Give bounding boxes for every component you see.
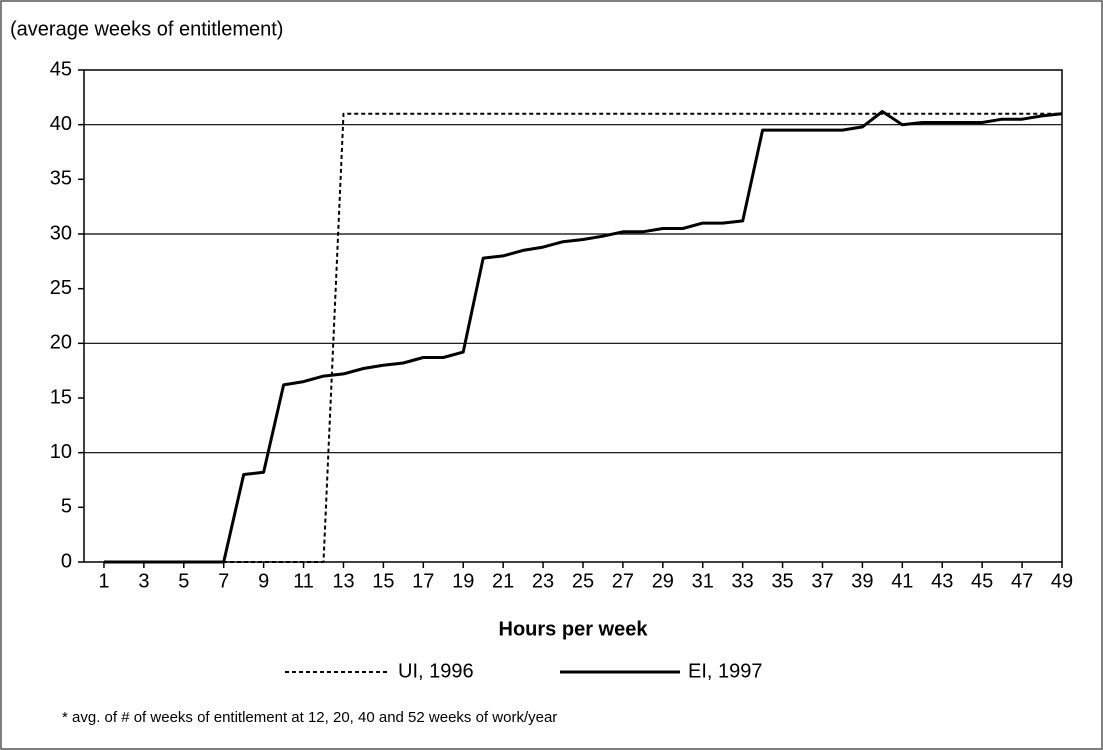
y-tick-label: 15	[50, 386, 72, 408]
footnote: * avg. of # of weeks of entitlement at 1…	[62, 709, 557, 726]
y-tick-label: 20	[50, 332, 72, 354]
x-tick-label: 33	[732, 570, 754, 592]
legend-label: EI, 1997	[688, 660, 763, 682]
x-tick-label: 47	[1011, 570, 1033, 592]
y-tick-label: 25	[50, 277, 72, 299]
y-tick-label: 10	[50, 441, 72, 463]
x-tick-label: 21	[492, 570, 514, 592]
x-tick-label: 17	[412, 570, 434, 592]
y-tick-label: 35	[50, 168, 72, 190]
x-tick-label: 1	[98, 570, 109, 592]
x-tick-label: 11	[293, 570, 314, 592]
y-tick-label: 45	[50, 58, 72, 80]
x-tick-label: 35	[771, 570, 793, 592]
legend-label: UI, 1996	[398, 660, 474, 682]
plot-area	[83, 69, 1063, 563]
x-tick-label: 7	[218, 570, 229, 592]
y-tick-label: 0	[61, 550, 72, 572]
y-tick-label: 40	[50, 113, 72, 135]
x-tick-label: 13	[332, 570, 354, 592]
x-tick-label: 15	[372, 570, 394, 592]
y-tick-label: 5	[61, 496, 72, 518]
series-line	[104, 112, 1062, 563]
x-tick-label: 49	[1051, 570, 1073, 592]
x-tick-label: 5	[178, 570, 189, 592]
x-tick-label: 37	[811, 570, 833, 592]
x-tick-label: 19	[452, 570, 474, 592]
x-tick-label: 25	[572, 570, 594, 592]
x-tick-label: 29	[652, 570, 674, 592]
x-tick-label: 31	[692, 570, 714, 592]
series-line	[104, 110, 1063, 564]
y-tick-label: 30	[50, 222, 72, 244]
x-tick-label: 23	[532, 570, 554, 592]
x-tick-label: 43	[931, 570, 953, 592]
x-tick-label: 41	[891, 570, 913, 592]
x-axis-label: Hours per week	[499, 618, 649, 640]
x-tick-label: 39	[851, 570, 873, 592]
x-tick-label: 45	[971, 570, 993, 592]
y-axis-label: (average weeks of entitlement)	[10, 18, 283, 40]
x-tick-label: 27	[612, 570, 634, 592]
x-tick-label: 3	[138, 570, 149, 592]
x-tick-label: 9	[258, 570, 269, 592]
